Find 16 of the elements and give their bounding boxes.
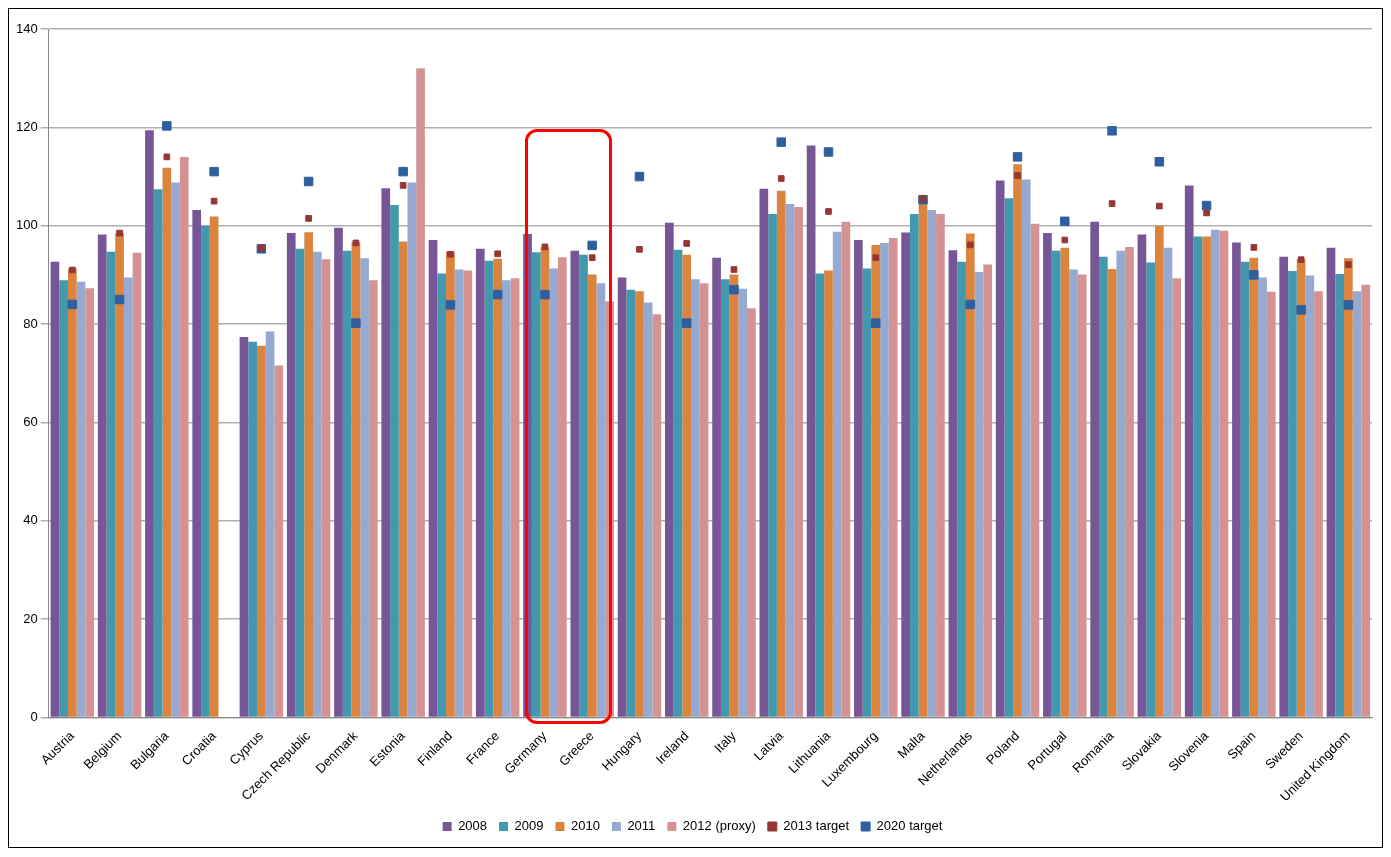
y-tick-label: 120 [15, 118, 38, 134]
y-tick-label: 40 [23, 512, 38, 528]
legend-label: 2008 [458, 818, 488, 834]
legend-label: 2020 target [876, 818, 943, 834]
y-tick-label: 20 [23, 610, 38, 626]
legend-label: 2009 [514, 818, 544, 834]
y-tick-label: 60 [23, 414, 38, 430]
x-tick-label: Italy [711, 727, 739, 756]
legend-label: 2011 [627, 818, 656, 834]
y-tick-label: 0 [30, 709, 38, 725]
legend-label: 2012 (proxy) [682, 818, 756, 834]
y-tick-label: 140 [15, 20, 38, 36]
legend-label: 2010 [570, 818, 600, 834]
y-tick-label: 100 [15, 217, 38, 233]
legend-label: 2013 target [783, 818, 850, 834]
y-tick-label: 80 [23, 315, 38, 331]
